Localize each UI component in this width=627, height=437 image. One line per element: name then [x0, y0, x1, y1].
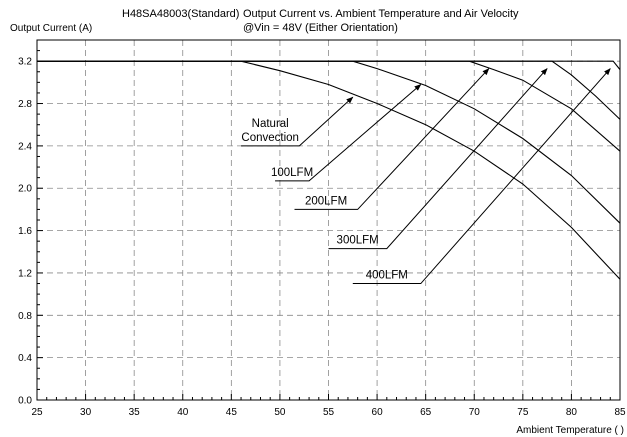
axis-layer: 25 30 35 40 45 50 55 60 65 70 75 80 85 0.0 0.4 0.8 1.2 1.…: [18, 39, 626, 418]
annotation-label: Natural: [252, 118, 289, 130]
y-tick-label: 0.8: [18, 311, 32, 322]
annotation-label: 100LFM: [271, 167, 313, 179]
annotation-label: 200LFM: [305, 195, 347, 207]
x-tick-label: 60: [372, 407, 384, 418]
annotation-arrow: [328, 68, 548, 250]
y-tick-label: 1.2: [18, 268, 32, 279]
annotation-arrow: [294, 68, 490, 210]
x-tick-label: 35: [129, 407, 141, 418]
chart-subtitle: @Vin = 48V (Either Orientation): [243, 22, 398, 34]
annotation-arrow: [275, 84, 422, 182]
annotation-arrow: [241, 96, 354, 147]
series-line: [37, 60, 621, 280]
series-line: [37, 60, 621, 224]
annotation-layer: Natural Convection 100LFM 200LFM 300LFM 400LF…: [241, 68, 611, 285]
x-tick-label: 75: [517, 407, 529, 418]
y-tick-label: 2.4: [18, 141, 32, 152]
x-tick-label: 70: [469, 407, 481, 418]
y-tick-label: 0.4: [18, 353, 32, 364]
y-tick-label: 2.8: [18, 99, 32, 110]
x-tick-label: 30: [80, 407, 92, 418]
x-tick-label: 55: [323, 407, 335, 418]
y-tick-label: 1.6: [18, 226, 32, 237]
x-tick-label: 85: [614, 407, 626, 418]
series-line: [37, 60, 621, 70]
x-tick-label: 80: [566, 407, 578, 418]
x-tick-label: 50: [274, 407, 286, 418]
x-axis-label: Ambient Temperature ( ): [516, 425, 624, 436]
annotation-label: Convection: [241, 132, 299, 144]
annotation-label: 300LFM: [337, 235, 379, 247]
y-tick-label: 3.2: [18, 57, 32, 68]
series-layer: [37, 60, 621, 280]
y-tick-label: 0.0: [18, 396, 32, 407]
x-tick-label: 25: [31, 407, 43, 418]
y-tick-label: 2.0: [18, 184, 32, 195]
x-tick-label: 40: [177, 407, 189, 418]
y-axis-label: Output Current (A): [10, 23, 92, 34]
x-tick-label: 45: [226, 407, 238, 418]
chart-title-part-description: Output Current vs. Ambient Temperature a…: [243, 8, 519, 20]
annotation-label: 400LFM: [366, 270, 408, 282]
chart-title-part-model: H48SA48003(Standard): [122, 8, 239, 20]
x-tick-label: 65: [420, 407, 432, 418]
annotation-arrow: [352, 68, 611, 285]
grid-layer: [37, 40, 621, 400]
